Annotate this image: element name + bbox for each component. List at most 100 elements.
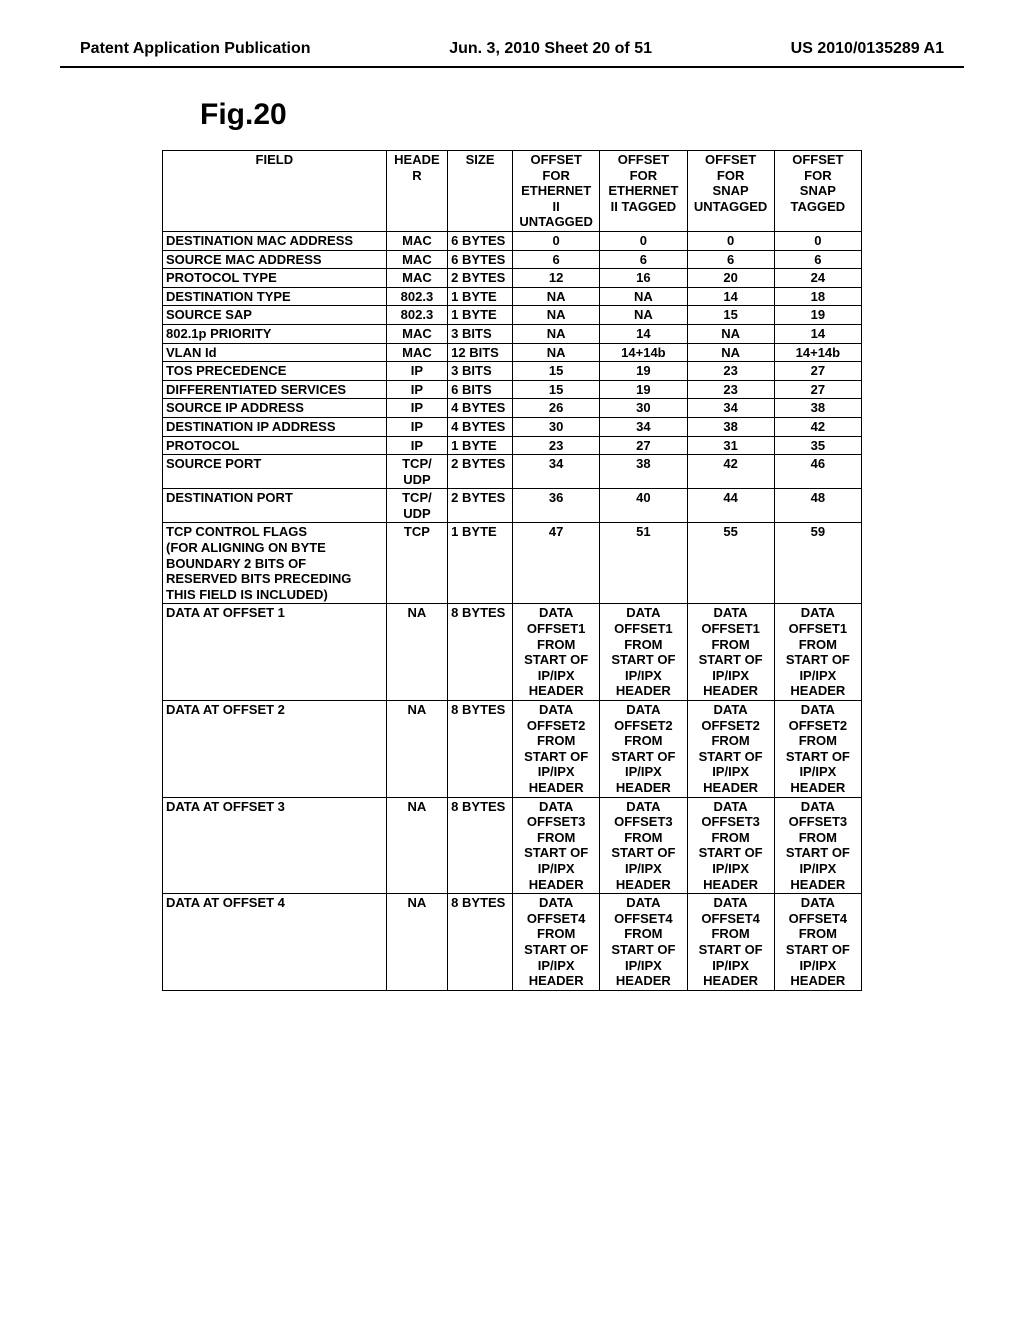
table-cell: 19	[774, 306, 861, 325]
table-cell: 6	[513, 250, 600, 269]
table-cell: 2 BYTES	[448, 269, 513, 288]
table-row: TOS PRECEDENCEIP3 BITS15192327	[163, 362, 862, 381]
table-cell: DATA OFFSET4 FROM START OF IP/IPX HEADER	[600, 894, 687, 991]
table-cell: IP	[386, 436, 448, 455]
table-row: SOURCE PORTTCP/ UDP2 BYTES34384246	[163, 455, 862, 489]
table-row: VLAN IdMAC12 BITSNA14+14bNA14+14b	[163, 343, 862, 362]
table-cell: MAC	[386, 324, 448, 343]
table-cell: TCP/ UDP	[386, 455, 448, 489]
col-off-eth2-tagged: OFFSET FOR ETHERNET II TAGGED	[600, 151, 687, 232]
table-cell: 48	[774, 489, 861, 523]
table-cell: 8 BYTES	[448, 701, 513, 798]
table-row: SOURCE SAP802.31 BYTENANA1519	[163, 306, 862, 325]
table-cell: 16	[600, 269, 687, 288]
table-cell: NA	[687, 324, 774, 343]
table-cell: 42	[774, 417, 861, 436]
table-cell: 42	[687, 455, 774, 489]
table-cell: 0	[687, 231, 774, 250]
table-cell: 30	[600, 399, 687, 418]
table-cell: 1 BYTE	[448, 306, 513, 325]
table-header-row: FIELD HEADER SIZE OFFSET FOR ETHERNET II…	[163, 151, 862, 232]
table-cell: 24	[774, 269, 861, 288]
table-cell: DATA OFFSET3 FROM START OF IP/IPX HEADER	[774, 797, 861, 894]
table-cell: 34	[600, 417, 687, 436]
table-cell: 31	[687, 436, 774, 455]
table-cell: NA	[687, 343, 774, 362]
table-cell: NA	[386, 604, 448, 701]
table-cell: 14	[774, 324, 861, 343]
table-cell: 23	[687, 362, 774, 381]
table-cell: DATA AT OFFSET 3	[163, 797, 387, 894]
table-cell: 802.3	[386, 306, 448, 325]
col-size: SIZE	[448, 151, 513, 232]
table-cell: NA	[600, 287, 687, 306]
table-cell: 4 BYTES	[448, 399, 513, 418]
table-cell: 1 BYTE	[448, 436, 513, 455]
table-cell: PROTOCOL TYPE	[163, 269, 387, 288]
table-cell: 802.3	[386, 287, 448, 306]
table-cell: 4 BYTES	[448, 417, 513, 436]
table-cell: DATA OFFSET1 FROM START OF IP/IPX HEADER	[600, 604, 687, 701]
table-cell: DATA OFFSET1 FROM START OF IP/IPX HEADER	[687, 604, 774, 701]
table-cell: 14	[687, 287, 774, 306]
table-cell: 12 BITS	[448, 343, 513, 362]
table-cell: MAC	[386, 231, 448, 250]
table-cell: 34	[687, 399, 774, 418]
table-cell: 55	[687, 523, 774, 604]
table-row: DATA AT OFFSET 3NA8 BYTESDATA OFFSET3 FR…	[163, 797, 862, 894]
table-cell: 23	[513, 436, 600, 455]
table-cell: PROTOCOL	[163, 436, 387, 455]
table-cell: 8 BYTES	[448, 604, 513, 701]
col-off-snap-untagged: OFFSET FOR SNAP UNTAGGED	[687, 151, 774, 232]
table-cell: TCP	[386, 523, 448, 604]
table-cell: NA	[600, 306, 687, 325]
table-cell: 6	[600, 250, 687, 269]
table-row: SOURCE MAC ADDRESSMAC6 BYTES6666	[163, 250, 862, 269]
table-cell: 14+14b	[600, 343, 687, 362]
table-cell: 36	[513, 489, 600, 523]
table-cell: DATA OFFSET3 FROM START OF IP/IPX HEADER	[600, 797, 687, 894]
table-cell: 1 BYTE	[448, 523, 513, 604]
table-cell: 27	[774, 362, 861, 381]
table-cell: NA	[513, 287, 600, 306]
table-cell: DESTINATION PORT	[163, 489, 387, 523]
table-head: FIELD HEADER SIZE OFFSET FOR ETHERNET II…	[163, 151, 862, 232]
table-cell: 14	[600, 324, 687, 343]
table-cell: SOURCE PORT	[163, 455, 387, 489]
table-cell: 51	[600, 523, 687, 604]
table-row: DATA AT OFFSET 1NA8 BYTESDATA OFFSET1 FR…	[163, 604, 862, 701]
table-cell: MAC	[386, 250, 448, 269]
table-cell: 26	[513, 399, 600, 418]
col-header: HEADER	[386, 151, 448, 232]
table-cell: 1 BYTE	[448, 287, 513, 306]
table-row: DESTINATION IP ADDRESSIP4 BYTES30343842	[163, 417, 862, 436]
table-cell: IP	[386, 362, 448, 381]
table-row: SOURCE IP ADDRESSIP4 BYTES26303438	[163, 399, 862, 418]
table-cell: DATA OFFSET2 FROM START OF IP/IPX HEADER	[687, 701, 774, 798]
table-cell: SOURCE IP ADDRESS	[163, 399, 387, 418]
table-cell: MAC	[386, 343, 448, 362]
table-cell: DIFFERENTIATED SERVICES	[163, 380, 387, 399]
table-cell: DATA OFFSET2 FROM START OF IP/IPX HEADER	[774, 701, 861, 798]
table-cell: 0	[600, 231, 687, 250]
table-cell: 2 BYTES	[448, 455, 513, 489]
table-cell: 44	[687, 489, 774, 523]
table-cell: NA	[386, 797, 448, 894]
table-cell: 23	[687, 380, 774, 399]
table-row: DATA AT OFFSET 2NA8 BYTESDATA OFFSET2 FR…	[163, 701, 862, 798]
table-cell: DATA OFFSET1 FROM START OF IP/IPX HEADER	[513, 604, 600, 701]
table-cell: DATA AT OFFSET 1	[163, 604, 387, 701]
table-cell: 2 BYTES	[448, 489, 513, 523]
table-cell: DESTINATION MAC ADDRESS	[163, 231, 387, 250]
table-cell: NA	[513, 306, 600, 325]
table-cell: 47	[513, 523, 600, 604]
table-cell: MAC	[386, 269, 448, 288]
table-cell: 19	[600, 362, 687, 381]
table-cell: DATA AT OFFSET 4	[163, 894, 387, 991]
table-row: 802.1p PRIORITYMAC3 BITSNA14NA14	[163, 324, 862, 343]
table-cell: DESTINATION TYPE	[163, 287, 387, 306]
table-cell: 3 BITS	[448, 362, 513, 381]
table-cell: IP	[386, 380, 448, 399]
table-cell: 35	[774, 436, 861, 455]
table-cell: NA	[513, 343, 600, 362]
